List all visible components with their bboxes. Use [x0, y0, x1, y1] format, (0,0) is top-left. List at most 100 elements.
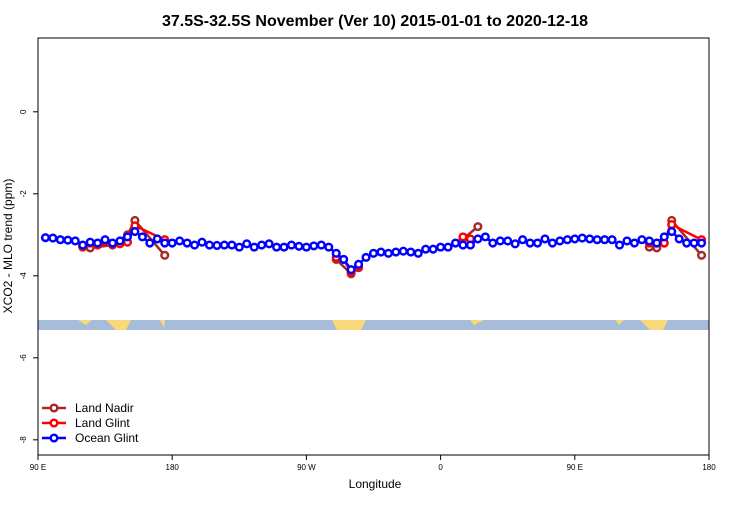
point [331, 248, 341, 258]
point [450, 238, 461, 248]
point [279, 242, 289, 252]
point [503, 236, 513, 246]
plot-frame [37, 37, 710, 456]
x-tick-label: 90 W [297, 463, 316, 472]
point [93, 238, 103, 248]
point [436, 242, 446, 252]
y-tick-label: -8 [19, 436, 28, 444]
point [376, 247, 386, 257]
point [70, 236, 80, 246]
point [458, 232, 468, 242]
point [600, 235, 610, 245]
point [629, 238, 639, 248]
point [421, 244, 431, 254]
point [473, 234, 483, 244]
point [473, 222, 483, 232]
point [100, 235, 110, 245]
x-tick-label: 180 [166, 463, 180, 472]
point [398, 246, 408, 256]
point [480, 232, 490, 242]
point [40, 233, 51, 243]
point [219, 240, 229, 250]
x-tick-label: 90 E [30, 463, 46, 472]
point [547, 238, 557, 248]
point [674, 234, 684, 244]
point [160, 250, 170, 260]
point [346, 265, 356, 275]
point [204, 240, 215, 250]
point [562, 235, 572, 245]
point [637, 235, 647, 245]
legend-marker [49, 418, 59, 428]
legend-marker [49, 403, 59, 413]
point [175, 236, 185, 246]
point [652, 238, 662, 248]
point [696, 238, 707, 248]
map-strip [38, 320, 709, 330]
point [167, 238, 177, 248]
point [570, 234, 580, 244]
point [182, 238, 192, 248]
point [294, 241, 304, 251]
point [324, 242, 334, 252]
point [644, 236, 654, 246]
point [696, 250, 707, 260]
point [525, 238, 535, 248]
y-tick-label: -4 [19, 272, 28, 280]
point [309, 241, 319, 251]
chart-title: 37.5S-32.5S November (Ver 10) 2015-01-01… [162, 13, 588, 30]
point [242, 239, 252, 249]
point [391, 247, 401, 257]
point [428, 244, 438, 254]
point [316, 240, 326, 250]
point [264, 239, 274, 249]
point [63, 235, 73, 245]
point [510, 239, 520, 249]
x-tick-label: 90 E [567, 463, 583, 472]
point [115, 236, 125, 246]
point [272, 242, 282, 252]
point [659, 232, 669, 242]
point [48, 233, 58, 243]
point [406, 247, 416, 257]
point [55, 235, 65, 245]
point [540, 234, 550, 244]
point [197, 237, 207, 247]
point [339, 254, 349, 264]
legend-label: Land Nadir [75, 401, 134, 415]
point [137, 232, 147, 242]
point [160, 238, 170, 248]
point [227, 240, 237, 250]
legend-marker [49, 433, 59, 443]
y-tick-label: -2 [19, 190, 28, 198]
point [532, 238, 543, 248]
point [190, 240, 200, 250]
point [301, 242, 311, 252]
series-line [82, 217, 703, 276]
point [607, 235, 617, 245]
point [152, 234, 162, 244]
point [122, 232, 133, 242]
point [585, 234, 595, 244]
y-axis-label: XCO2 - MLO trend (ppm) [1, 179, 15, 314]
legend-label: Land Glint [75, 416, 130, 430]
point [488, 238, 498, 248]
point [443, 242, 453, 252]
x-axis-label: Longitude [349, 477, 402, 491]
point [682, 238, 692, 248]
point [212, 240, 222, 251]
point [78, 240, 88, 250]
point [555, 236, 565, 246]
point [413, 248, 423, 258]
point [130, 226, 140, 237]
point [383, 248, 393, 258]
point [689, 238, 699, 248]
point [458, 240, 468, 250]
point [108, 238, 118, 248]
point [354, 259, 364, 269]
x-tick-label: 180 [702, 463, 716, 472]
point [577, 233, 587, 243]
point [667, 226, 677, 237]
y-tick-label: -6 [19, 354, 28, 362]
